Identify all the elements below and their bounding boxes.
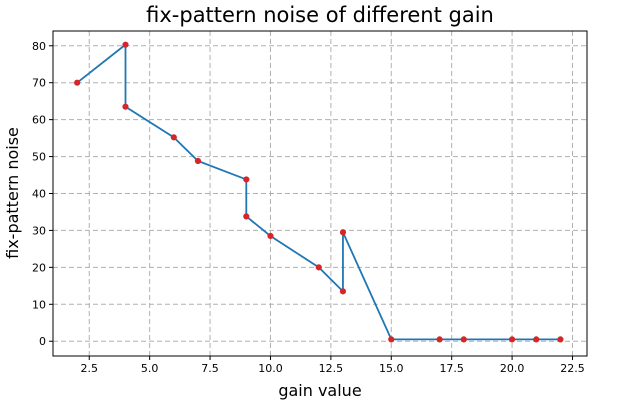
x-tick-label: 5.0 (141, 362, 159, 375)
y-tick-label: 80 (32, 40, 46, 53)
y-tick-label: 40 (32, 188, 46, 201)
data-point (436, 336, 443, 343)
y-tick-label: 50 (32, 151, 46, 164)
data-point (533, 336, 540, 343)
x-tick-label: 7.5 (201, 362, 219, 375)
y-tick-label: 0 (39, 335, 46, 348)
data-point (339, 288, 347, 295)
data-point (388, 336, 395, 343)
data-points (74, 41, 564, 343)
y-tick-label: 60 (32, 114, 46, 127)
data-point (267, 232, 274, 240)
x-tick-label: 15.0 (379, 362, 404, 375)
data-point (122, 103, 129, 110)
data-point (243, 176, 250, 183)
y-tick-label: 10 (32, 298, 46, 311)
data-point (170, 134, 177, 141)
data-point (194, 157, 202, 165)
grid-lines (53, 31, 587, 356)
data-point (315, 264, 322, 271)
x-tick-label: 12.5 (319, 362, 344, 375)
y-tick-label: 20 (32, 261, 46, 274)
x-axis-ticks: 2.5 5.0 7.5 10.0 12.5 15.0 17.5 20.0 22.5 (80, 356, 585, 375)
data-point (508, 336, 516, 343)
x-tick-label: 2.5 (80, 362, 98, 375)
x-tick-label: 10.0 (258, 362, 283, 375)
x-tick-label: 20.0 (500, 362, 525, 375)
y-tick-label: 70 (32, 77, 46, 90)
data-point (339, 229, 347, 236)
data-point (122, 41, 129, 48)
data-point (557, 336, 564, 343)
plot-area-frame (52, 30, 588, 357)
x-tick-label: 22.5 (560, 362, 585, 375)
chart-title: fix-pattern noise of different gain (146, 3, 494, 27)
y-axis-ticks: 0 10 20 30 40 50 60 70 80 (32, 40, 53, 348)
x-tick-label: 17.5 (439, 362, 464, 375)
data-point (460, 336, 467, 343)
y-axis-label: fix-pattern noise (3, 127, 22, 259)
data-point (243, 213, 250, 220)
y-tick-label: 30 (32, 224, 46, 237)
x-axis-label: gain value (278, 381, 361, 400)
data-point (74, 79, 81, 86)
